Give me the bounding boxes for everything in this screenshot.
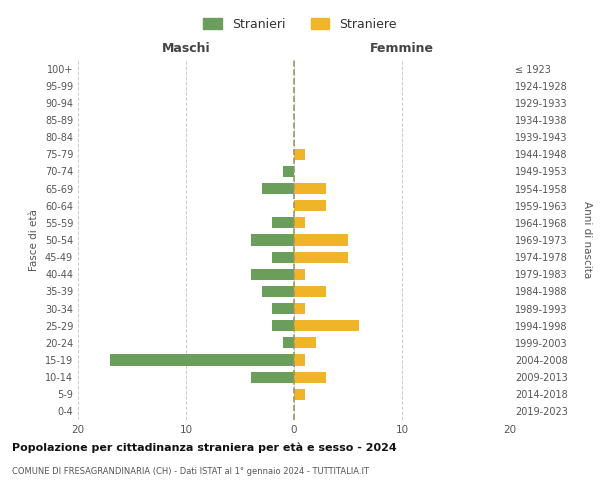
Bar bbox=[294, 320, 359, 332]
Bar bbox=[251, 234, 294, 246]
Bar bbox=[294, 234, 348, 246]
Bar bbox=[262, 183, 294, 194]
Bar bbox=[110, 354, 294, 366]
Bar bbox=[272, 303, 294, 314]
Bar bbox=[283, 166, 294, 177]
Bar bbox=[294, 388, 305, 400]
Y-axis label: Fasce di età: Fasce di età bbox=[29, 209, 39, 271]
Y-axis label: Anni di nascita: Anni di nascita bbox=[581, 202, 592, 278]
Bar bbox=[262, 286, 294, 297]
Bar bbox=[272, 252, 294, 262]
Bar bbox=[294, 372, 326, 382]
Bar bbox=[283, 338, 294, 348]
Bar bbox=[294, 354, 305, 366]
Text: COMUNE DI FRESAGRANDINARIA (CH) - Dati ISTAT al 1° gennaio 2024 - TUTTITALIA.IT: COMUNE DI FRESAGRANDINARIA (CH) - Dati I… bbox=[12, 468, 369, 476]
Bar bbox=[294, 200, 326, 211]
Bar bbox=[294, 252, 348, 262]
Text: Popolazione per cittadinanza straniera per età e sesso - 2024: Popolazione per cittadinanza straniera p… bbox=[12, 442, 397, 453]
Bar bbox=[251, 268, 294, 280]
Legend: Stranieri, Straniere: Stranieri, Straniere bbox=[197, 11, 403, 37]
Bar bbox=[251, 372, 294, 382]
Bar bbox=[294, 338, 316, 348]
Bar bbox=[294, 303, 305, 314]
Bar bbox=[272, 320, 294, 332]
Bar bbox=[272, 218, 294, 228]
Text: Maschi: Maschi bbox=[161, 42, 211, 55]
Bar bbox=[294, 218, 305, 228]
Bar bbox=[294, 183, 326, 194]
Bar bbox=[294, 148, 305, 160]
Bar bbox=[294, 268, 305, 280]
Text: Femmine: Femmine bbox=[370, 42, 434, 55]
Bar bbox=[294, 286, 326, 297]
